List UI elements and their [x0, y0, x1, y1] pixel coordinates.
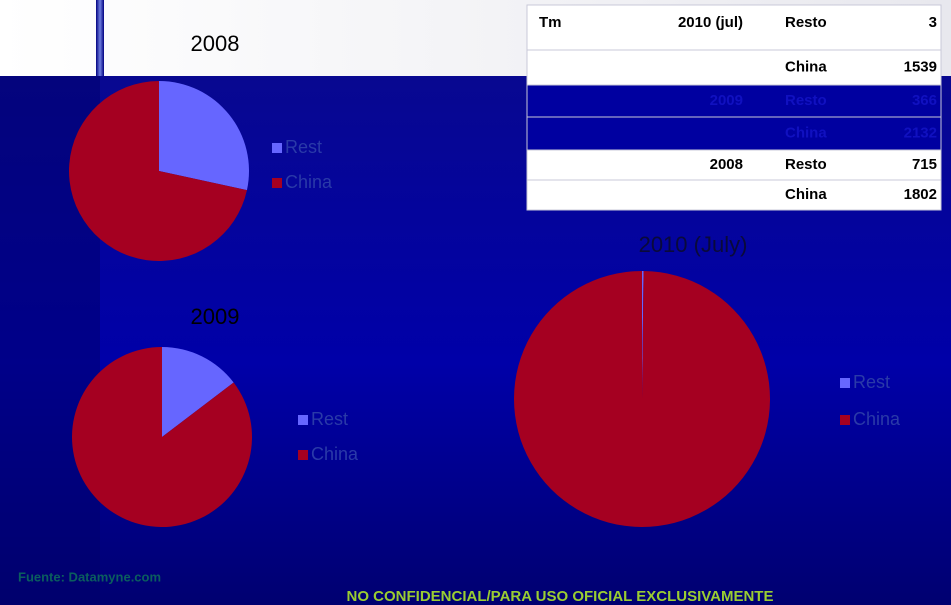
pie-title: 2010 (July): [639, 232, 748, 257]
accent-bar: [96, 0, 104, 76]
table-label: China: [785, 58, 827, 75]
table-row: [526, 179, 942, 211]
pie-slice: [159, 81, 249, 191]
table-label: Resto: [785, 14, 827, 31]
source: Fuente: Datamyne.com: [18, 569, 161, 584]
table-header: Tm: [539, 14, 562, 31]
table-year: 2010 (jul): [678, 14, 743, 31]
legend-label: China: [285, 172, 333, 192]
table-value: 1802: [904, 186, 937, 203]
table-value: 1539: [904, 58, 937, 75]
legend-swatch: [272, 178, 282, 188]
table-row: [526, 4, 942, 51]
pie-title: 2008: [191, 31, 240, 56]
table-label: China: [785, 124, 827, 141]
table-value: 3: [929, 14, 937, 31]
table-year: 2008: [710, 156, 743, 173]
table-value: 715: [912, 156, 937, 173]
legend-label: Rest: [285, 137, 322, 157]
pie-slice: [642, 271, 644, 399]
pie-slice: [162, 347, 234, 437]
table-value: 366: [912, 92, 937, 109]
legend-swatch: [272, 143, 282, 153]
table-value: 2132: [904, 124, 937, 141]
table-label: Resto: [785, 92, 827, 109]
pie-slice: [69, 81, 247, 261]
legend-swatch: [298, 450, 308, 460]
table-row: [526, 116, 942, 151]
legend-swatch: [840, 378, 850, 388]
legend-swatch: [298, 415, 308, 425]
legend-swatch: [840, 415, 850, 425]
legend-label: China: [853, 409, 901, 429]
legend-label: China: [311, 444, 359, 464]
pie-slice: [71, 347, 253, 527]
table-label: China: [785, 186, 827, 203]
legend-label: Rest: [853, 372, 890, 392]
table-year: 2009: [710, 92, 743, 109]
table-row: [526, 49, 942, 86]
table-label: Resto: [785, 156, 827, 173]
pie-title: 2009: [191, 304, 240, 329]
legend-label: Rest: [311, 409, 348, 429]
pie-slice: [514, 271, 771, 527]
notice: NO CONFIDENCIAL/PARA USO OFICIAL EXCLUSI…: [347, 588, 774, 605]
